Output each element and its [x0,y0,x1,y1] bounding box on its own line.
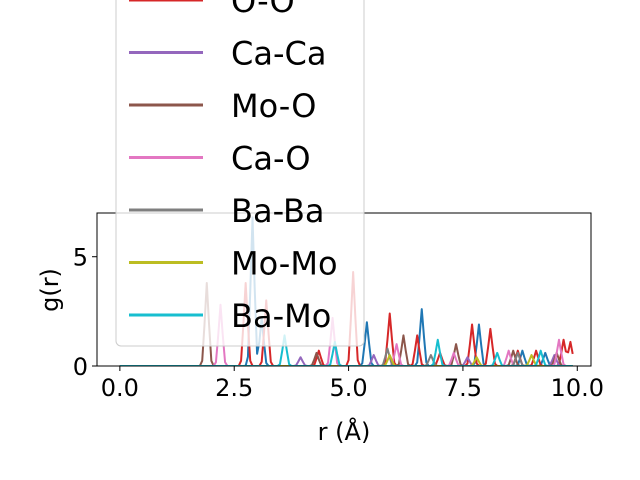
legend-label-o-o: O-O [231,0,295,20]
legend-label-ba-ba: Ba-Ba [231,192,325,230]
series-line-ba-mo [119,334,573,366]
x-tick-label: 10.0 [551,374,604,402]
legend-label-ca-o: Ca-O [231,140,311,178]
y-tick-label: 0 [73,353,88,381]
legend-label-mo-o: Mo-O [231,87,316,125]
x-tick-label: 0.0 [101,374,139,402]
x-tick-label: 2.5 [215,374,253,402]
legend-label-ca-ca: Ca-Ca [231,35,326,73]
x-tick-label: 7.5 [444,374,482,402]
y-tick-label: 5 [73,244,88,272]
y-axis-label: g(r) [36,268,64,312]
x-tick-label: 5.0 [329,374,367,402]
y-axis-ticks: 05 [73,244,97,381]
x-axis-ticks: 0.0 2.5 5.0 7.5 10.0 [101,366,604,402]
x-axis-label: r (Å) [318,417,371,446]
legend-label-ba-mo: Ba-Mo [231,297,331,335]
legend-label-mo-mo: Mo-Mo [231,245,338,283]
legend-box [115,0,365,347]
